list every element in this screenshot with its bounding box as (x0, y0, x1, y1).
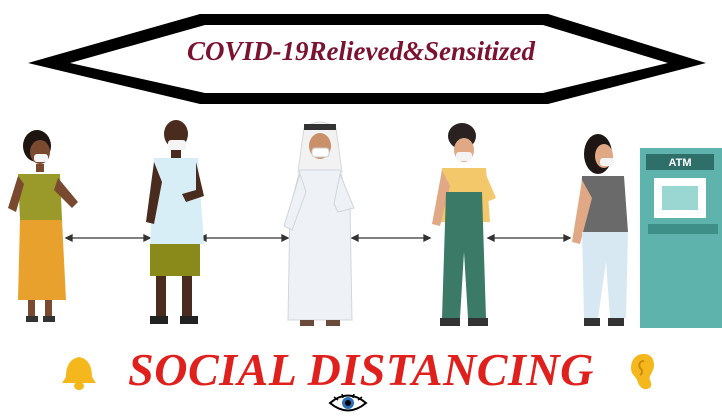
bell-icon (62, 357, 96, 390)
ear-icon (631, 354, 654, 390)
banner-title: COVID-19Relieved&Sensitized (187, 36, 535, 66)
atm-machine: ATM (640, 148, 722, 328)
person-1 (8, 130, 78, 322)
queue-illustration: ATM (8, 120, 722, 328)
person-2 (146, 120, 204, 324)
hexagon-banner (28, 14, 706, 104)
eye-icon (328, 393, 368, 412)
person-3 (283, 121, 355, 326)
person-4 (432, 123, 496, 326)
person-5 (572, 134, 628, 326)
atm-label: ATM (668, 157, 691, 169)
social-distancing-headline: SOCIAL DISTANCING (128, 344, 594, 395)
